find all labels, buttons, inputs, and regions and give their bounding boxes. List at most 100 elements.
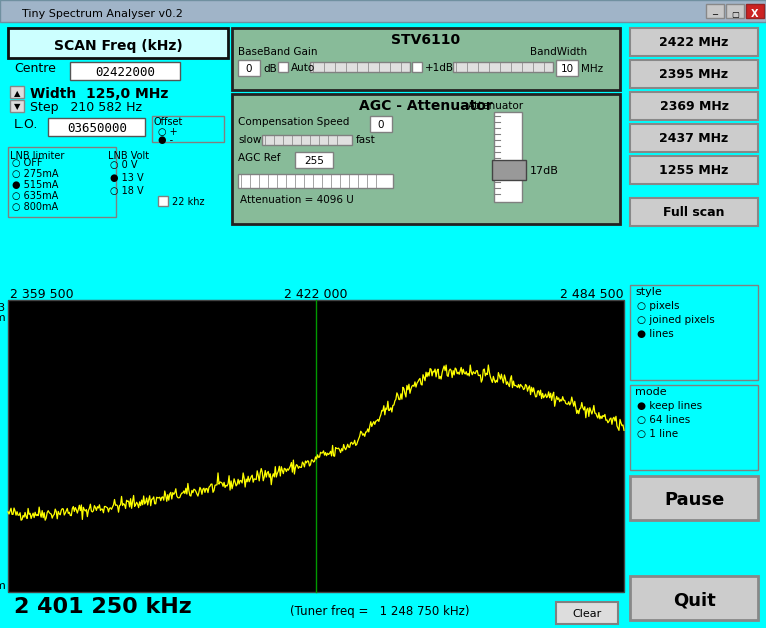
Text: SCAN Freq (kHz): SCAN Freq (kHz)	[54, 39, 182, 53]
Text: dBm: dBm	[0, 313, 6, 323]
Text: ▲: ▲	[14, 90, 20, 99]
Text: ● 13 V: ● 13 V	[110, 173, 144, 183]
Text: AGC Ref: AGC Ref	[238, 153, 280, 163]
Text: AGC - Attenuator: AGC - Attenuator	[359, 99, 493, 113]
Text: -23: -23	[0, 303, 6, 313]
Text: Attenuator: Attenuator	[468, 101, 524, 111]
Bar	[630, 385, 758, 470]
Bar	[492, 160, 526, 180]
Text: ─: ─	[712, 9, 718, 18]
Text: Compensation Speed: Compensation Speed	[238, 117, 349, 127]
Text: ○ +: ○ +	[158, 127, 178, 137]
Bar	[70, 62, 180, 80]
Text: 0: 0	[246, 64, 252, 74]
Text: Attenuation = 4096 U: Attenuation = 4096 U	[240, 195, 354, 205]
Bar	[232, 28, 620, 90]
Bar	[630, 476, 758, 520]
Text: ● 515mA: ● 515mA	[12, 180, 58, 190]
Text: 2422 MHz: 2422 MHz	[660, 36, 728, 50]
Text: style: style	[635, 287, 662, 297]
Text: ○ 275mA: ○ 275mA	[12, 169, 58, 179]
Bar	[412, 62, 422, 72]
Text: ○ pixels: ○ pixels	[637, 301, 679, 311]
Text: Offset: Offset	[153, 117, 182, 127]
Bar	[0, 0, 766, 22]
Bar	[0, 592, 630, 628]
Text: Clear: Clear	[572, 609, 601, 619]
Text: Full scan: Full scan	[663, 207, 725, 220]
Bar	[746, 4, 764, 18]
Text: Auto: Auto	[291, 63, 316, 73]
Text: STV6110: STV6110	[391, 33, 460, 47]
Text: ○ OFF: ○ OFF	[12, 158, 42, 168]
Bar	[630, 198, 758, 226]
Text: ▼: ▼	[14, 102, 20, 112]
Bar	[8, 147, 116, 217]
Bar	[370, 116, 392, 132]
Text: Width  125,0 MHz: Width 125,0 MHz	[30, 87, 169, 101]
Text: Step   210 582 Hz: Step 210 582 Hz	[30, 102, 142, 114]
Text: dB: dB	[263, 64, 277, 74]
Text: Quit: Quit	[673, 591, 715, 609]
Text: slow: slow	[238, 135, 261, 145]
Text: LNB Volt: LNB Volt	[108, 151, 149, 161]
Bar	[152, 116, 224, 142]
Bar	[630, 124, 758, 152]
Text: LNB limiter: LNB limiter	[10, 151, 64, 161]
Text: 10: 10	[561, 64, 574, 74]
Text: 2 484 500: 2 484 500	[561, 288, 624, 301]
Bar	[10, 100, 24, 112]
Bar	[48, 118, 145, 136]
Bar	[238, 60, 260, 76]
Text: 1255 MHz: 1255 MHz	[660, 165, 728, 178]
Text: ○ 0 V: ○ 0 V	[110, 160, 138, 170]
Text: +1dB: +1dB	[425, 63, 454, 73]
Bar	[726, 4, 744, 18]
Text: L.O.: L.O.	[14, 117, 38, 131]
Bar	[232, 94, 620, 224]
Text: 2 422 000: 2 422 000	[284, 288, 348, 301]
Bar	[158, 196, 168, 206]
Bar	[630, 285, 758, 380]
Bar	[630, 92, 758, 120]
Bar	[630, 576, 758, 620]
Text: X: X	[751, 9, 759, 19]
Bar	[262, 135, 352, 145]
Text: ○ 635mA: ○ 635mA	[12, 191, 58, 201]
Text: mode: mode	[635, 387, 666, 397]
Bar	[238, 174, 393, 188]
Bar	[8, 300, 624, 592]
Text: (Tuner freq =   1 248 750 kHz): (Tuner freq = 1 248 750 kHz)	[290, 605, 470, 619]
Bar	[494, 112, 522, 202]
Text: ○ joined pixels: ○ joined pixels	[637, 315, 715, 325]
Bar	[10, 86, 24, 98]
Bar	[706, 4, 724, 18]
Text: ○ 800mA: ○ 800mA	[12, 202, 58, 212]
Text: 2 401 250 kHz: 2 401 250 kHz	[14, 597, 192, 617]
Text: Pause: Pause	[664, 491, 724, 509]
Bar	[630, 156, 758, 184]
Text: 2437 MHz: 2437 MHz	[660, 133, 728, 146]
Text: ▢: ▢	[731, 9, 739, 18]
Text: -90dBm: -90dBm	[0, 581, 6, 591]
Text: ○ 18 V: ○ 18 V	[110, 186, 144, 196]
Text: ● keep lines: ● keep lines	[637, 401, 702, 411]
Text: fast: fast	[356, 135, 376, 145]
Text: Centre: Centre	[14, 62, 56, 75]
Text: BandWidth: BandWidth	[530, 47, 587, 57]
Text: 0: 0	[378, 120, 385, 130]
Bar	[295, 152, 333, 168]
Bar	[630, 28, 758, 56]
Bar	[453, 62, 553, 72]
Text: 03650000: 03650000	[67, 121, 127, 134]
Text: ○ 1 line: ○ 1 line	[637, 429, 678, 439]
Bar	[556, 60, 578, 76]
Bar	[310, 62, 410, 72]
Text: 17dB: 17dB	[530, 166, 559, 176]
Text: ○ 64 lines: ○ 64 lines	[637, 415, 690, 425]
Bar	[8, 28, 228, 58]
Text: MHz: MHz	[581, 64, 603, 74]
Text: 255: 255	[304, 156, 324, 166]
Bar	[278, 62, 288, 72]
Text: BaseBand Gain: BaseBand Gain	[238, 47, 317, 57]
